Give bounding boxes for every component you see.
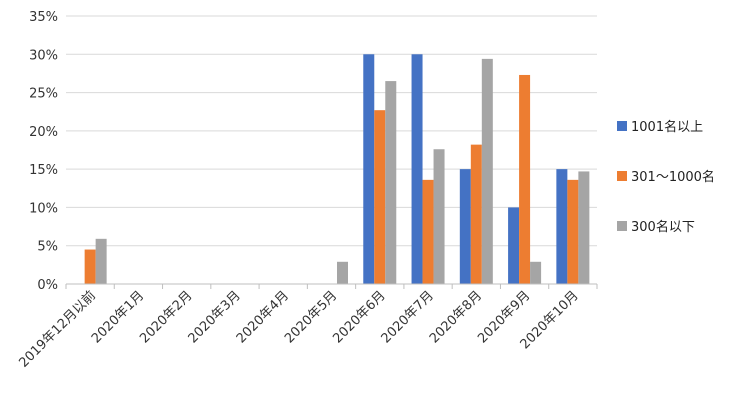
y-tick-label: 30% — [29, 48, 58, 63]
bar — [337, 261, 348, 284]
bar — [508, 207, 520, 284]
bar — [578, 171, 590, 284]
bar — [567, 179, 579, 284]
bar — [433, 149, 445, 284]
legend-label: 1001名以上 — [631, 119, 703, 135]
bar — [519, 74, 531, 285]
y-tick-label: 15% — [29, 163, 58, 178]
bar — [422, 179, 434, 284]
bar — [459, 169, 471, 284]
bar — [411, 54, 423, 285]
bar — [374, 110, 386, 284]
legend-label: 300名以下 — [631, 219, 695, 235]
y-tick-label: 20% — [29, 125, 58, 140]
legend-swatch — [617, 171, 627, 181]
y-axis-ticks: 0% 5% 10% 15% 20% 25% 30% 35% — [29, 10, 58, 293]
bar — [481, 58, 493, 284]
bars — [84, 54, 590, 285]
x-tick-label: 2019年12月以前 — [16, 288, 99, 371]
x-axis-ticks: 2019年12月以前2020年1月2020年2月2020年3月2020年4月20… — [16, 284, 598, 371]
y-tick-label: 35% — [29, 10, 58, 25]
bar — [84, 249, 96, 284]
bar — [556, 169, 568, 284]
y-tick-label: 25% — [29, 87, 58, 102]
y-tick-label: 5% — [37, 240, 58, 255]
bar — [95, 238, 107, 284]
bar — [385, 81, 397, 284]
gridlines — [66, 15, 597, 247]
bar — [530, 261, 542, 284]
legend-swatch — [617, 121, 627, 131]
y-tick-label: 0% — [37, 278, 58, 293]
bar — [363, 54, 375, 285]
y-tick-label: 10% — [29, 201, 58, 216]
legend: 1001名以上 301～1000名 300名以下 — [617, 119, 715, 235]
bar — [470, 144, 482, 284]
legend-label: 301～1000名 — [631, 169, 715, 185]
legend-swatch — [617, 221, 627, 231]
